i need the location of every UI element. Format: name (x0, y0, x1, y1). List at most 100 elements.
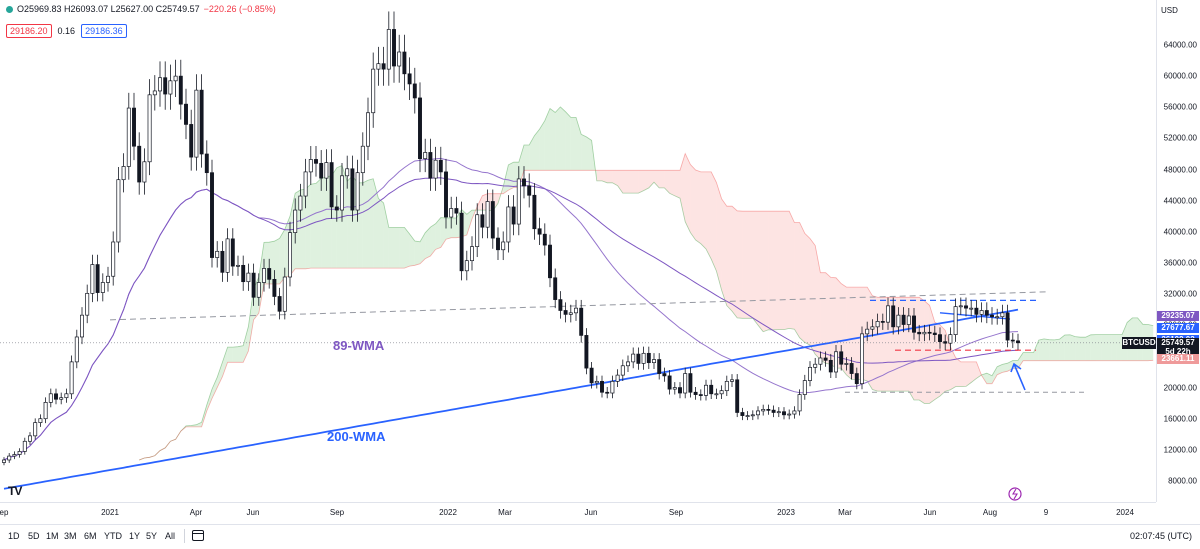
chart-area[interactable]: 89-WMA 200-WMA O25969.83 H26093.07 L2562… (0, 0, 1156, 502)
candle-body (506, 206, 511, 243)
candle-body (563, 310, 568, 315)
candle-body (938, 334, 942, 342)
time-tick-label: 2024 (1116, 508, 1134, 517)
candle-body (927, 331, 932, 334)
cloud-segment (451, 218, 457, 238)
candle-body (496, 237, 500, 251)
candle-body (849, 363, 854, 374)
candle-body (678, 387, 682, 394)
cloud-segment (628, 170, 634, 194)
timeframe-button-5d[interactable]: 5D (28, 531, 40, 541)
candle-body (891, 305, 896, 328)
candle-body (620, 365, 625, 376)
time-tick-label: 2023 (777, 508, 795, 517)
candle-body (152, 90, 157, 96)
candle-body (246, 272, 251, 283)
lightning-icon[interactable] (1008, 487, 1022, 501)
cloud-segment (1101, 334, 1107, 361)
cloud-segment (711, 171, 717, 271)
timeframe-button-1m[interactable]: 1M (46, 531, 59, 541)
cloud-segment (362, 180, 368, 269)
candle-body (303, 171, 308, 197)
candle-body (574, 307, 578, 314)
indicator-right-value[interactable]: 29186.36 (81, 24, 127, 38)
calendar-icon[interactable] (192, 530, 204, 541)
cloud-segment (420, 232, 426, 264)
cloud-segment (804, 233, 810, 346)
candle-body (236, 264, 240, 267)
cloud-segment (477, 195, 483, 211)
moving-averages (3, 157, 1019, 490)
indicator-left-value[interactable]: 29186.20 (6, 24, 52, 38)
candle-body (823, 357, 828, 361)
candle-body (256, 282, 261, 298)
cloud-segment (908, 297, 914, 401)
candle-body (267, 268, 272, 280)
cloud-segment (212, 377, 218, 399)
candle-body (964, 305, 968, 309)
candle-body (407, 73, 412, 85)
timeframe-button-ytd[interactable]: YTD (104, 531, 122, 541)
cloud-segment (726, 206, 732, 312)
candle-body (376, 63, 381, 70)
candle-body (834, 351, 838, 373)
candle-body (319, 162, 324, 179)
candle-body (589, 367, 594, 384)
candle-body (568, 312, 573, 315)
cloud-segment (388, 227, 394, 269)
candle-body (657, 359, 662, 374)
cloud-segment (191, 424, 197, 427)
price-scale[interactable]: USD 64000.00 60000.00 56000.00 52000.00 4800… (1156, 0, 1200, 502)
candle-body (137, 145, 142, 183)
candle-body (756, 410, 760, 416)
timeframe-button-3m[interactable]: 3M (64, 531, 77, 541)
cloud-segment (570, 117, 576, 171)
clock[interactable]: 02:07:45 (UTC) (1129, 531, 1192, 541)
bottom-toolbar: 1D 5D 1M 3M 6M YTD 1Y 5Y All 02:07:45 (UTC) (0, 524, 1200, 549)
ichimoku-cloud (139, 106, 1154, 461)
candle-body (85, 293, 90, 316)
price-chart[interactable]: 89-WMA 200-WMA (0, 0, 1156, 502)
timeframe-button-1d[interactable]: 1D (8, 531, 20, 541)
candle-body (423, 152, 428, 160)
candle-body (537, 228, 542, 235)
cloud-span-a (139, 106, 1154, 461)
cloud-segment (867, 287, 873, 390)
time-tick-label: Jun (246, 508, 260, 517)
candle-body (241, 264, 246, 283)
candle-body (69, 361, 74, 395)
candle-body (100, 282, 105, 293)
cloud-segment (1018, 352, 1024, 369)
candle-body (1000, 312, 1005, 318)
time-tick-label: Aug (982, 508, 998, 517)
toolbar-separator (184, 529, 185, 543)
candle-body (350, 168, 355, 211)
candle-body (709, 384, 714, 395)
candle-body (126, 107, 131, 167)
candle-body (308, 159, 313, 173)
cloud-segment (680, 153, 686, 222)
cloud-segment (721, 198, 727, 306)
candle-body (553, 277, 558, 300)
candle-body (527, 185, 532, 196)
candle-body (48, 393, 53, 403)
timeframe-button-1y[interactable]: 1Y (129, 531, 141, 541)
candle-body (28, 435, 32, 442)
candles (2, 11, 1020, 466)
cloud-segment (1064, 334, 1070, 361)
cloud-segment (274, 238, 280, 285)
candle-body (969, 307, 974, 310)
cloud-segment (752, 211, 758, 326)
time-scale[interactable]: ep 2021 Apr Jun Sep 2022 Mar Jun Sep 2023 Mar Jun Au… (0, 502, 1156, 525)
candle-body (293, 209, 298, 233)
candle-body (953, 306, 958, 335)
candle-body (579, 307, 584, 336)
candle-body (917, 331, 922, 335)
candle-body (121, 166, 126, 181)
timeframe-button-6m[interactable]: 6M (84, 531, 97, 541)
cloud-segment (778, 211, 784, 330)
cloud-segment (1070, 334, 1076, 361)
timeframe-button-5y[interactable]: 5Y (146, 531, 158, 541)
arrow-annotation (1010, 362, 1026, 391)
timeframe-button-all[interactable]: All (165, 531, 176, 541)
